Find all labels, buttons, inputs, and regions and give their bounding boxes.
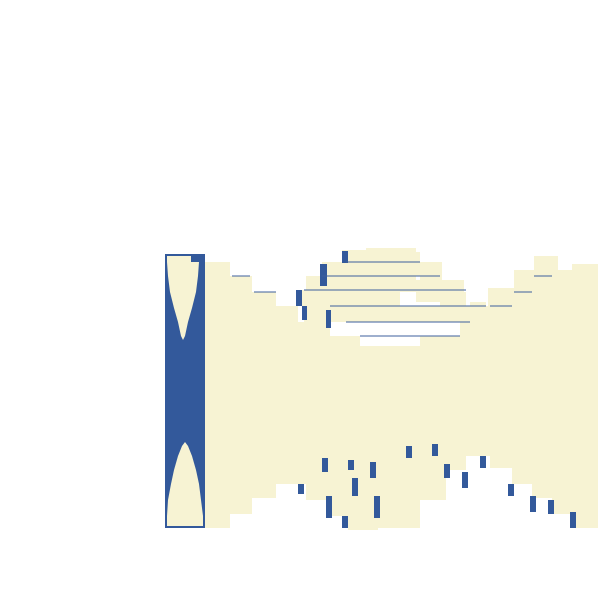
underside-tick-16 bbox=[548, 500, 554, 514]
underside-tick-2 bbox=[322, 458, 328, 472]
dome-edge-1 bbox=[342, 251, 348, 263]
dome-block-16 bbox=[534, 256, 558, 272]
dome-block-14 bbox=[488, 288, 514, 308]
dome-block-9 bbox=[330, 292, 400, 306]
underside-tick-4 bbox=[342, 516, 348, 528]
underside-tick-13 bbox=[480, 456, 486, 468]
underside-tick-11 bbox=[444, 464, 450, 478]
underside-tick-10 bbox=[432, 444, 438, 456]
slab-lower-funnel bbox=[167, 442, 203, 526]
dome-block-12 bbox=[440, 292, 466, 306]
dome-edge-2 bbox=[320, 264, 327, 286]
dome-edge-5 bbox=[326, 310, 331, 328]
dome-block-17 bbox=[536, 270, 558, 292]
underside-tick-7 bbox=[370, 462, 376, 478]
surface-front-body bbox=[205, 262, 598, 530]
dome-edge-4 bbox=[302, 306, 307, 320]
underside-tick-8 bbox=[374, 496, 380, 518]
underside-tick-3 bbox=[326, 496, 332, 518]
underside-tick-14 bbox=[508, 484, 514, 496]
underside-tick-15 bbox=[530, 496, 536, 512]
dome-block-11 bbox=[330, 306, 490, 322]
dome-block-13 bbox=[470, 302, 486, 320]
underside-tick-12 bbox=[462, 472, 468, 488]
dome-block-4 bbox=[322, 262, 420, 276]
dome-block-15 bbox=[514, 270, 536, 294]
dome-block-10 bbox=[304, 304, 330, 322]
underside-tick-5 bbox=[348, 460, 354, 470]
slab-upper-funnel bbox=[167, 256, 199, 340]
underside-tick-6 bbox=[352, 478, 358, 496]
dome-block-7 bbox=[306, 276, 416, 292]
underside-tick-1 bbox=[298, 484, 304, 494]
underside-tick-9 bbox=[406, 446, 412, 458]
dome-block-5 bbox=[420, 262, 442, 280]
dome-block-6 bbox=[300, 290, 330, 306]
underside-tick-17 bbox=[570, 512, 576, 528]
dome-edge-3 bbox=[296, 290, 302, 306]
